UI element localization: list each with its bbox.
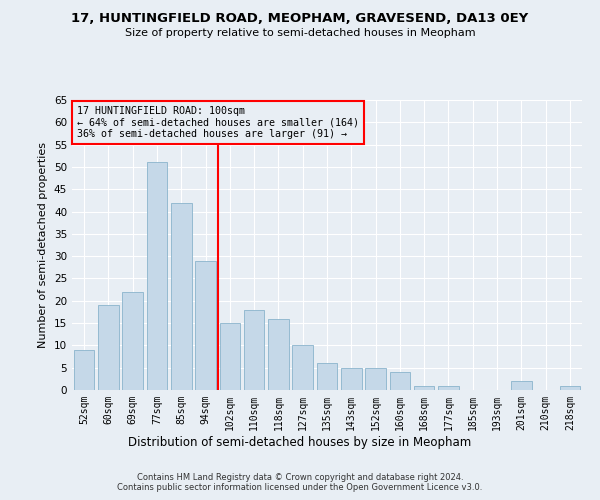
Bar [268,318,289,390]
Bar [560,386,580,390]
Text: Distribution of semi-detached houses by size in Meopham: Distribution of semi-detached houses by … [128,436,472,449]
Bar [195,260,216,390]
Text: 17 HUNTINGFIELD ROAD: 100sqm
← 64% of semi-detached houses are smaller (164)
36%: 17 HUNTINGFIELD ROAD: 100sqm ← 64% of se… [77,106,359,139]
Bar [414,386,434,390]
Bar [74,350,94,390]
Bar [511,381,532,390]
Bar [146,162,167,390]
Bar [292,346,313,390]
Bar [220,323,240,390]
Bar [244,310,265,390]
Text: 17, HUNTINGFIELD ROAD, MEOPHAM, GRAVESEND, DA13 0EY: 17, HUNTINGFIELD ROAD, MEOPHAM, GRAVESEN… [71,12,529,26]
Text: Size of property relative to semi-detached houses in Meopham: Size of property relative to semi-detach… [125,28,475,38]
Bar [98,305,119,390]
Text: Contains public sector information licensed under the Open Government Licence v3: Contains public sector information licen… [118,484,482,492]
Bar [341,368,362,390]
Bar [171,202,191,390]
Bar [365,368,386,390]
Bar [122,292,143,390]
Y-axis label: Number of semi-detached properties: Number of semi-detached properties [38,142,49,348]
Bar [389,372,410,390]
Text: Contains HM Land Registry data © Crown copyright and database right 2024.: Contains HM Land Registry data © Crown c… [137,472,463,482]
Bar [438,386,459,390]
Bar [317,363,337,390]
